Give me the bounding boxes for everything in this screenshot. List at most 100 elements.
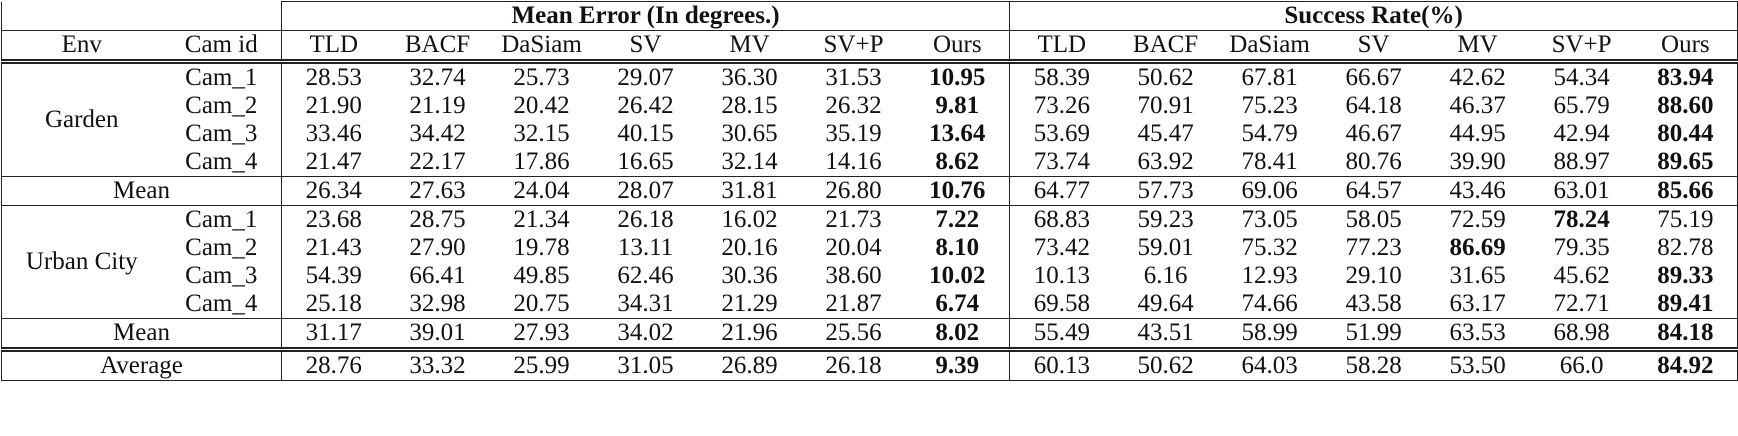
- value-cell: 46.67: [1345, 120, 1402, 147]
- value-cell: 32.98: [409, 290, 466, 317]
- value-cell: 66.41: [409, 262, 466, 289]
- value-cell: 89.65: [1633, 148, 1738, 177]
- value-cell: 10.13: [1009, 262, 1114, 290]
- column-header: SV: [1321, 30, 1426, 62]
- table-row: Cam_3 54.39 66.41 49.85 62.46 30.36 38.60 10.02…: [2, 262, 1738, 290]
- value-cell: 10.95: [905, 59, 1010, 92]
- value-cell: 72.59: [1425, 205, 1530, 234]
- env-cell: Garden: [1, 59, 162, 177]
- column-header: BACF: [1113, 30, 1218, 62]
- value-cell: 28.75: [385, 205, 490, 234]
- value-cell: 89.33: [1633, 262, 1738, 290]
- value-cell: 13.64: [929, 120, 986, 147]
- value-cell: 32.74: [385, 59, 490, 92]
- value-cell: 73.74: [1009, 148, 1114, 177]
- cam-cell: Cam_4: [185, 148, 258, 175]
- value-cell: 25.18: [281, 290, 386, 319]
- table-row: Cam_2 21.90 21.19 20.42 26.42 28.15 26.32 9.81 7…: [2, 92, 1738, 120]
- value-cell: 21.47: [281, 148, 386, 177]
- value-cell: 72.71: [1553, 290, 1610, 317]
- value-cell: 88.60: [1633, 92, 1738, 120]
- value-cell: 54.39: [281, 262, 386, 290]
- value-cell: 40.15: [617, 120, 674, 147]
- value-cell: 58.05: [1321, 205, 1426, 234]
- value-cell: 26.34: [281, 176, 386, 206]
- value-cell: 73.42: [1009, 234, 1114, 262]
- results-table: Mean Error (In degrees.) Success Rate(%) E…: [1, 1, 1738, 381]
- value-cell: 59.01: [1137, 234, 1194, 261]
- cam-cell: Cam_3: [185, 120, 258, 147]
- value-cell: 75.19: [1633, 205, 1738, 234]
- column-header: Ours: [905, 30, 1010, 62]
- table-row: Urban City Cam_1 23.68 28.75 21.34 26.18 16.02…: [1, 205, 1738, 319]
- value-cell: 8.62: [935, 148, 980, 175]
- value-cell: 39.01: [385, 318, 490, 350]
- table-row: Mean 31.17 39.01 27.93 34.02 21.96 25.56 8.02 55…: [1, 318, 1738, 350]
- value-cell: 8.02: [905, 318, 1010, 350]
- column-header: Cam id: [161, 30, 282, 62]
- table-body: Mean Error (In degrees.) Success Rate(%) E…: [1, 1, 1738, 381]
- value-cell: 14.16: [825, 148, 882, 175]
- group-header: Success Rate(%): [1009, 1, 1738, 31]
- value-cell: 23.68: [281, 205, 386, 234]
- cam-cell: Cam_4: [185, 290, 258, 317]
- value-cell: 30.36: [721, 262, 778, 289]
- value-cell: 27.90: [409, 234, 466, 261]
- value-cell: 38.60: [825, 262, 882, 289]
- value-cell: 26.18: [801, 347, 906, 381]
- value-cell: 43.46: [1425, 176, 1530, 206]
- value-cell: 20.75: [513, 290, 570, 317]
- value-cell: 19.78: [513, 234, 570, 261]
- table-row: Cam_2 21.43 27.90 19.78 13.11 20.16 20.04 8.10 7…: [2, 234, 1738, 262]
- mean-label: Mean: [1, 318, 282, 350]
- value-cell: 83.94: [1633, 59, 1738, 92]
- value-cell: 36.30: [697, 59, 802, 92]
- value-cell: 84.18: [1633, 318, 1738, 350]
- table-row: Garden Cam_1 28.53 32.74 25.73 29.07 36.30 31.5…: [1, 59, 1738, 177]
- cam-cell: Cam_1: [161, 59, 282, 92]
- column-header: SV: [593, 30, 698, 62]
- cam-cell: Cam_2: [185, 92, 258, 119]
- value-cell: 6.74: [935, 290, 980, 317]
- value-cell: 58.39: [1009, 59, 1114, 92]
- value-cell: 10.02: [929, 262, 986, 289]
- value-cell: 21.73: [801, 205, 906, 234]
- value-cell: 44.95: [1449, 120, 1506, 147]
- value-cell: 49.85: [513, 262, 570, 289]
- value-cell: 20.16: [721, 234, 778, 261]
- value-cell: 75.23: [1241, 92, 1298, 119]
- value-cell: 31.53: [801, 59, 906, 92]
- value-cell: 66.0: [1529, 347, 1634, 381]
- value-cell: 69.58: [1009, 290, 1114, 319]
- value-cell: 25.99: [489, 347, 594, 381]
- value-cell: 26.89: [697, 347, 802, 381]
- table-row: Average 28.76 33.32 25.99 31.05 26.89 26.18 9.3…: [1, 347, 1738, 381]
- value-cell: 17.86: [513, 148, 570, 175]
- value-cell: 35.19: [825, 120, 882, 147]
- value-cell: 50.62: [1113, 59, 1218, 92]
- value-cell: 53.50: [1425, 347, 1530, 381]
- value-cell: 21.29: [721, 290, 778, 317]
- value-cell: 28.76: [281, 347, 386, 381]
- env-cell: Urban City: [1, 205, 162, 319]
- value-cell: 21.87: [825, 290, 882, 317]
- value-cell: 54.79: [1241, 120, 1298, 147]
- value-cell: 88.97: [1553, 148, 1610, 175]
- value-cell: 34.02: [593, 318, 698, 350]
- value-cell: 58.28: [1321, 347, 1426, 381]
- value-cell: 64.57: [1321, 176, 1426, 206]
- value-cell: 28.15: [721, 92, 778, 119]
- value-cell: 64.18: [1345, 92, 1402, 119]
- value-cell: 66.67: [1321, 59, 1426, 92]
- value-cell: 68.83: [1009, 205, 1114, 234]
- average-label: Average: [1, 347, 282, 381]
- value-cell: 74.66: [1241, 290, 1298, 317]
- table-row: Cam_3 33.46 34.42 32.15 40.15 30.65 35.19 13.64…: [2, 120, 1738, 148]
- value-cell: 30.65: [721, 120, 778, 147]
- value-cell: 34.42: [409, 120, 466, 147]
- value-cell: 33.46: [281, 120, 386, 148]
- value-cell: 65.79: [1553, 92, 1610, 119]
- mean-label: Mean: [1, 176, 282, 206]
- value-cell: 9.81: [935, 92, 980, 119]
